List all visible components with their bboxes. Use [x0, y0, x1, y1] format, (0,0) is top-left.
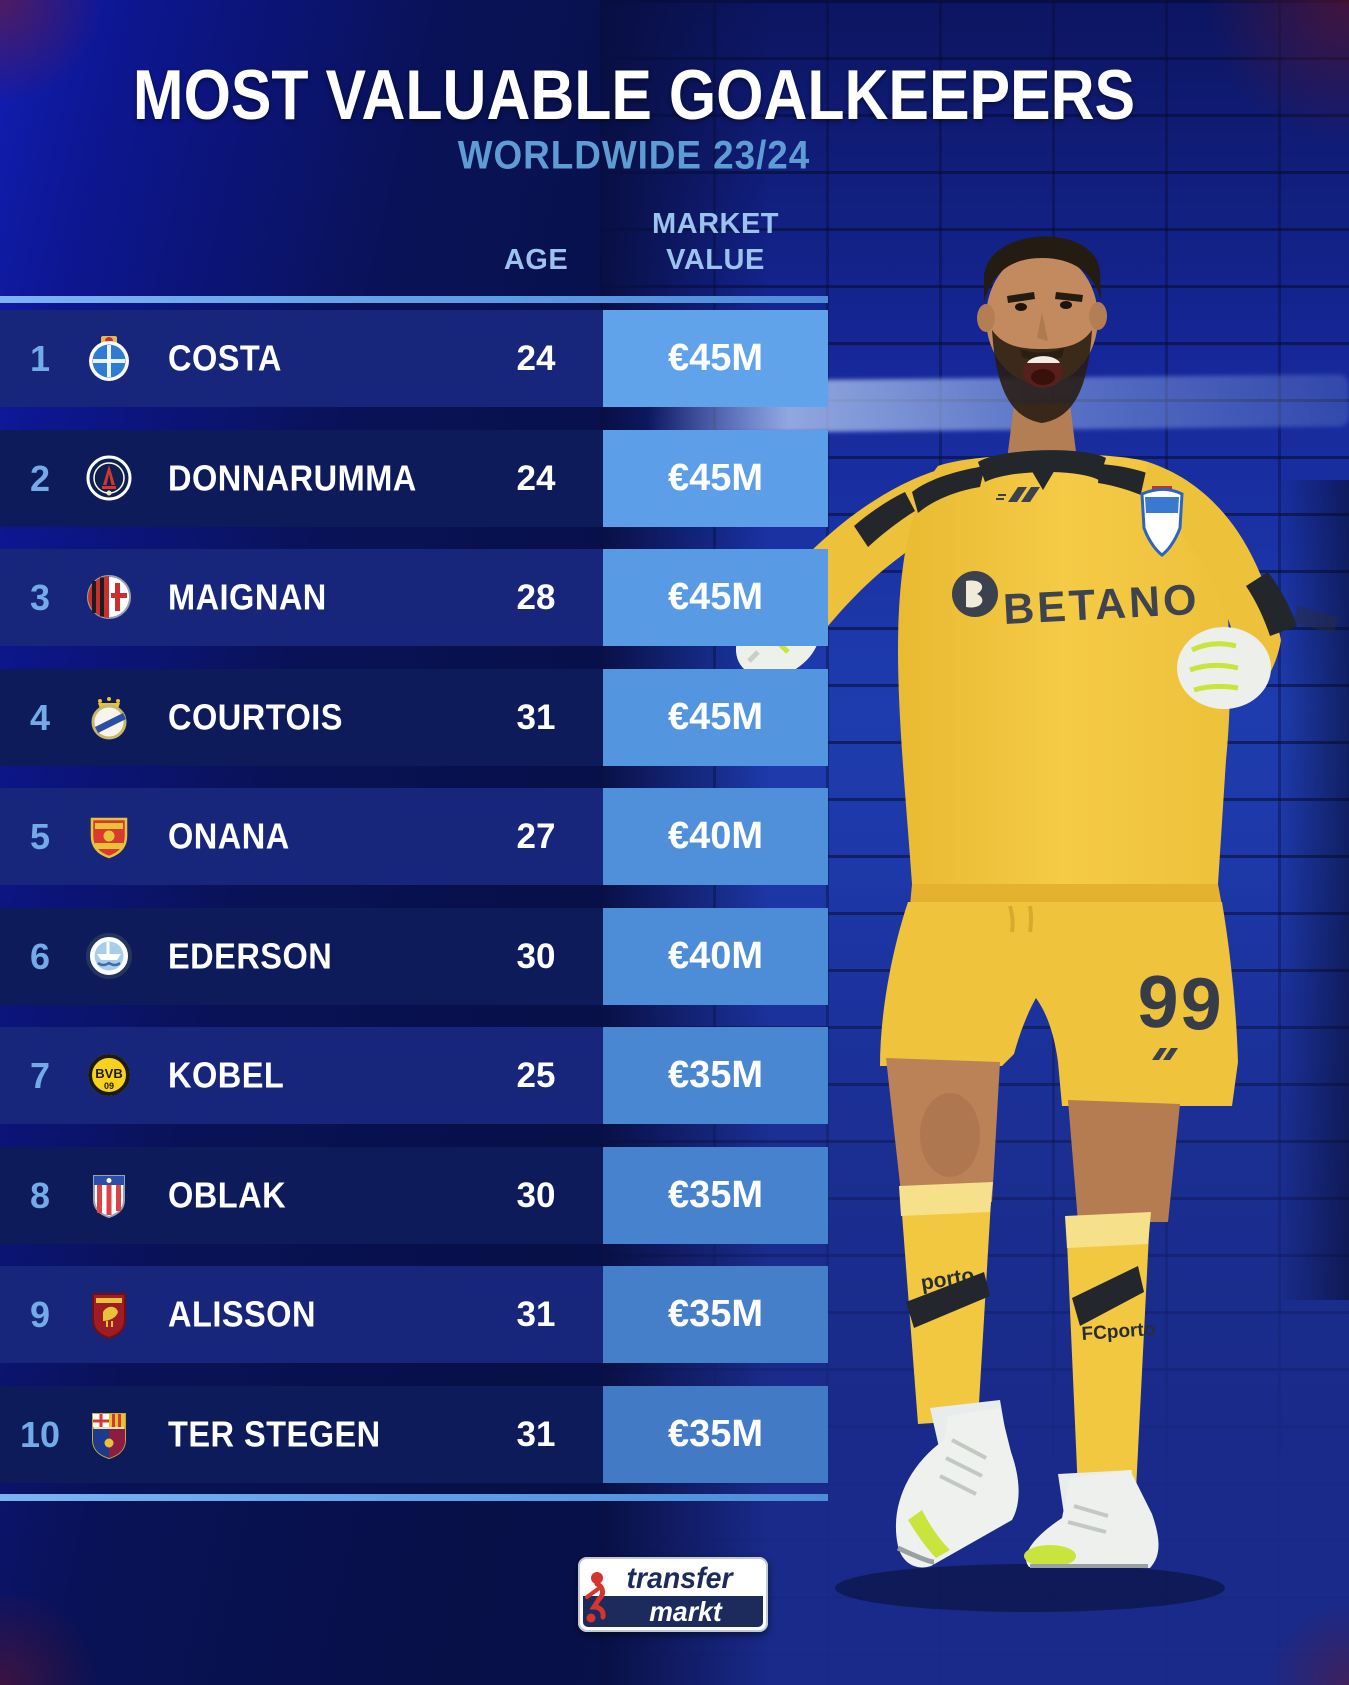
- table-row: 5 ONANA 27 €40M: [0, 788, 828, 885]
- club-badge-man-united-icon: [83, 810, 135, 862]
- svg-text:09: 09: [104, 1081, 114, 1091]
- nb-logo-chest: [996, 487, 1040, 502]
- rank-number: 7: [29, 1054, 51, 1096]
- club-badge-porto-icon: [83, 332, 135, 384]
- market-value-cell: €45M: [603, 669, 828, 766]
- rank-number: 6: [29, 935, 51, 977]
- sock-right: FCporto: [1065, 1212, 1156, 1492]
- logo-text-markt: markt: [649, 1595, 722, 1627]
- shorts: [880, 902, 1238, 1106]
- rank-number: 1: [29, 337, 51, 379]
- svg-text:FCporto: FCporto: [1081, 1319, 1156, 1345]
- market-value-cell: €40M: [603, 908, 828, 1005]
- rank-number: 8: [29, 1174, 51, 1216]
- club-badge-barcelona-icon: [83, 1408, 135, 1460]
- club-badge-man-city-icon: [83, 930, 135, 982]
- svg-text:BETANO: BETANO: [1002, 576, 1201, 634]
- player-name: COURTOIS: [168, 696, 343, 738]
- porto-crest-chest: [1140, 486, 1184, 557]
- market-value-cell: €45M: [603, 430, 828, 527]
- club-badge-real-madrid-icon: [83, 691, 135, 743]
- goalkeeper-head: [977, 236, 1107, 423]
- market-value-cell: €35M: [603, 1147, 828, 1244]
- shorts-number: 99: [1135, 959, 1226, 1046]
- table-row: 2 DONNARUMMA 24 €45M: [0, 430, 828, 527]
- table-row: 3 MAIGNAN 28 €45M: [0, 549, 828, 646]
- player-name: DONNARUMMA: [168, 457, 417, 499]
- goalkeeper-glove-right: [1177, 627, 1271, 709]
- column-header-age: AGE: [503, 244, 569, 276]
- club-badge-dortmund-icon: BVB 09: [83, 1049, 135, 1101]
- transfermarkt-logo: transfer markt: [578, 1557, 768, 1632]
- jersey-sponsor: BETANO: [952, 571, 1201, 634]
- player-name: EDERSON: [168, 935, 333, 977]
- page-title: MOST VALUABLE GOALKEEPERS: [132, 55, 1136, 135]
- market-value-cell: €35M: [603, 1386, 828, 1483]
- player-age: 30: [516, 1175, 556, 1215]
- table-bottom-divider: [0, 1494, 828, 1501]
- column-header-market-value: MARKET VALUE: [651, 208, 780, 276]
- club-badge-milan-icon: [83, 571, 135, 623]
- player-name: MAIGNAN: [168, 576, 327, 618]
- table-row: 9 ALISSON 31 €35M: [0, 1266, 828, 1363]
- market-value-cell: €45M: [603, 549, 828, 646]
- player-name: ALISSON: [168, 1293, 316, 1335]
- club-badge-psg-icon: [83, 452, 135, 504]
- player-age: 31: [516, 1294, 556, 1334]
- player-name: OBLAK: [168, 1174, 287, 1216]
- player-age: 27: [516, 816, 556, 856]
- table-row: 6 EDERSON 30 €40M: [0, 908, 828, 1005]
- player-age: 24: [516, 338, 556, 378]
- market-value-cell: €35M: [603, 1266, 828, 1363]
- club-badge-liverpool-icon: [83, 1288, 135, 1340]
- market-value-cell: €40M: [603, 788, 828, 885]
- table-top-divider: [0, 296, 828, 303]
- player-age: 30: [516, 936, 556, 976]
- player-age: 28: [516, 577, 556, 617]
- rank-number: 5: [29, 815, 51, 857]
- rank-number: 10: [19, 1413, 61, 1455]
- table-row: 10 TER STEGEN 31 €35M: [0, 1386, 828, 1483]
- player-name: COSTA: [168, 337, 282, 379]
- table-row: 8 OBLAK 30 €35M: [0, 1147, 828, 1244]
- player-age: 25: [516, 1055, 556, 1095]
- player-name: TER STEGEN: [168, 1413, 381, 1455]
- table-row: 7 BVB 09 KOBEL 25 €35M: [0, 1027, 828, 1124]
- table-row: 1 COSTA 24 €45M: [0, 310, 828, 407]
- boot-right: [1024, 1470, 1159, 1568]
- jersey: [898, 454, 1231, 884]
- player-age: 24: [516, 458, 556, 498]
- market-value-cell: €35M: [603, 1027, 828, 1124]
- player-age: 31: [516, 697, 556, 737]
- rank-number: 4: [29, 696, 51, 738]
- rank-number: 3: [29, 576, 51, 618]
- market-value-cell: €45M: [603, 310, 828, 407]
- player-name: KOBEL: [168, 1054, 285, 1096]
- boot-left: [895, 1400, 1019, 1568]
- page-subtitle: WORLDWIDE 23/24: [457, 134, 811, 179]
- player-age: 31: [516, 1414, 556, 1454]
- rank-number: 9: [29, 1293, 51, 1335]
- svg-text:BVB: BVB: [95, 1066, 122, 1081]
- transfermarkt-mascot-icon: [585, 1572, 606, 1623]
- nb-logo-shorts: [1152, 1048, 1178, 1060]
- table-row: 4 COURTOIS 31 €45M: [0, 669, 828, 766]
- logo-text-transfer: transfer: [626, 1562, 733, 1595]
- rank-number: 2: [29, 457, 51, 499]
- player-name: ONANA: [168, 815, 290, 857]
- club-badge-atletico-icon: [83, 1169, 135, 1221]
- sock-left: porto: [899, 1182, 993, 1424]
